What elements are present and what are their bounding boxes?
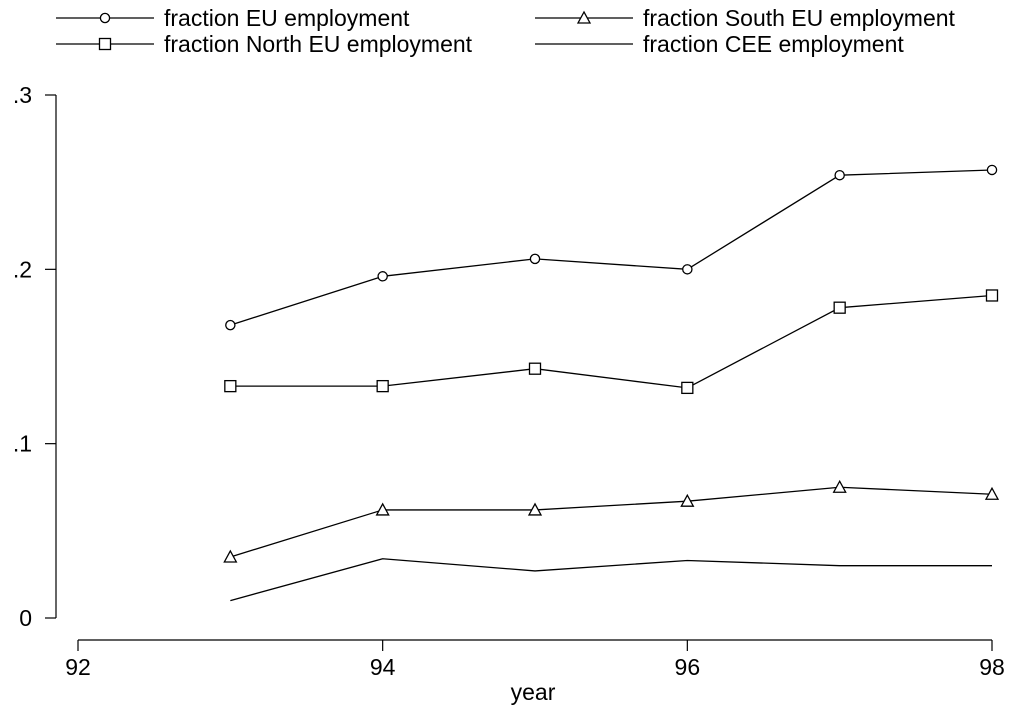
data-point <box>224 379 237 393</box>
legend-swatch-marker <box>98 37 112 51</box>
axes: 0 .1 .2 .3 92 94 96 98 <box>13 82 1005 680</box>
data-point <box>375 502 390 516</box>
x-tick-label: 94 <box>370 654 396 680</box>
y-tick-label: .2 <box>13 256 32 282</box>
data-point <box>527 502 543 516</box>
legend-swatch-marker <box>576 10 592 24</box>
data-point <box>682 264 693 275</box>
data-point <box>834 169 845 181</box>
data-point <box>529 253 541 265</box>
x-tick-label: 96 <box>675 654 701 680</box>
x-axis-label: year <box>511 679 556 705</box>
legend-swatch-marker <box>99 12 111 24</box>
y-tick-label: .1 <box>13 431 32 457</box>
legend-label: fraction EU employment <box>164 5 410 31</box>
data-point <box>985 289 999 302</box>
x-tick-label: 92 <box>65 654 91 680</box>
legend-item: fraction South EU employment <box>535 5 956 31</box>
y-tick-label: .3 <box>13 82 32 108</box>
data-point <box>681 381 694 395</box>
data-point <box>528 362 542 375</box>
data-point <box>377 271 388 282</box>
series-line <box>230 169 993 326</box>
data-point <box>223 549 238 563</box>
legend-item: fraction North EU employment <box>56 31 473 57</box>
series-line <box>230 486 993 558</box>
data-point <box>832 479 847 493</box>
legend-label: fraction North EU employment <box>164 31 473 57</box>
x-tick-label: 98 <box>979 654 1005 680</box>
legend-label: fraction South EU employment <box>643 5 956 31</box>
legend-item: fraction CEE employment <box>535 31 904 57</box>
series-line <box>230 558 992 602</box>
y-tick-label: 0 <box>19 605 32 631</box>
data-point <box>376 379 389 393</box>
legend-label: fraction CEE employment <box>643 31 904 57</box>
data-point <box>986 164 998 176</box>
series-1 <box>225 164 998 331</box>
series-2 <box>223 479 1000 563</box>
series-3 <box>224 289 999 395</box>
legend-item: fraction EU employment <box>56 5 410 31</box>
series-line <box>230 294 993 389</box>
data-point <box>225 319 236 331</box>
data-point <box>833 301 846 314</box>
data-point <box>984 486 1000 500</box>
data-point <box>680 493 695 507</box>
series-4 <box>230 558 992 602</box>
series-group <box>223 164 1000 602</box>
legend: fraction EU employment fraction South EU … <box>56 5 956 57</box>
